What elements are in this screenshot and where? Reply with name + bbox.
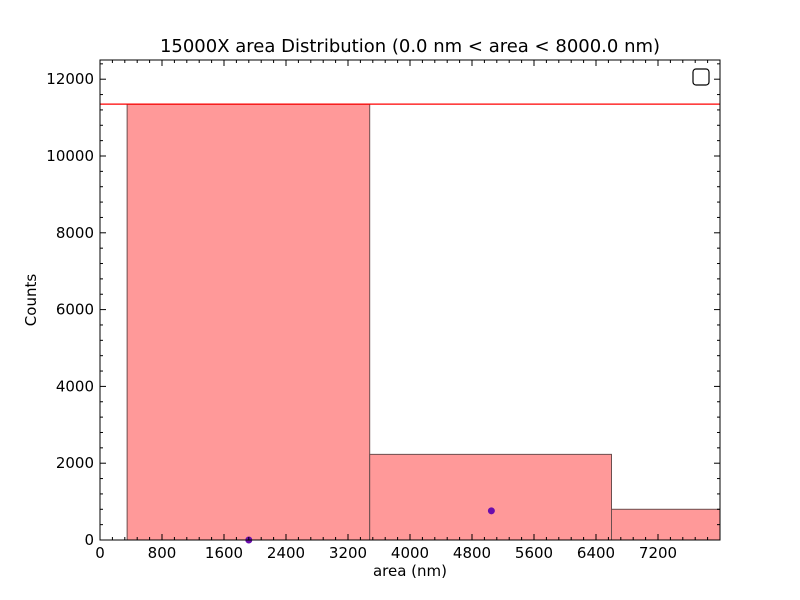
y-axis-label: Counts (22, 274, 40, 327)
x-tick-label-3: 2400 (267, 544, 305, 562)
x-tick-label-2: 1600 (205, 544, 243, 562)
y-tick-label-1: 2000 (56, 454, 94, 472)
histogram-bar-2 (611, 508, 721, 541)
chart-title: 15000X area Distribution (0.0 nm < area … (160, 36, 660, 57)
y-tick-label-6: 12000 (46, 70, 94, 88)
x-tick-label-1: 800 (148, 544, 177, 562)
x-tick-label-7: 5600 (515, 544, 553, 562)
y-tick-label-4: 8000 (56, 224, 94, 242)
x-tick-label-6: 4800 (453, 544, 491, 562)
y-tick-label-2: 4000 (56, 377, 94, 395)
x-axis-label: area (nm) (373, 562, 447, 580)
x-tick-label-8: 6400 (577, 544, 615, 562)
x-tick-label-9: 7200 (639, 544, 677, 562)
x-tick-label-4: 3200 (329, 544, 367, 562)
data-point-1 (487, 507, 495, 515)
histogram-bar-0 (126, 103, 371, 541)
legend-box (692, 68, 710, 86)
y-tick-label-3: 6000 (56, 301, 94, 319)
y-tick-label-5: 10000 (46, 147, 94, 165)
histogram-bar-1 (369, 453, 613, 541)
x-tick-label-5: 4000 (391, 544, 429, 562)
plot-area: 0 800 1600 2400 3200 4000 4800 5600 6400 7200 0 200… (46, 59, 721, 562)
y-tick-label-0: 0 (84, 531, 94, 549)
x-tick-label-0: 0 (95, 544, 105, 562)
